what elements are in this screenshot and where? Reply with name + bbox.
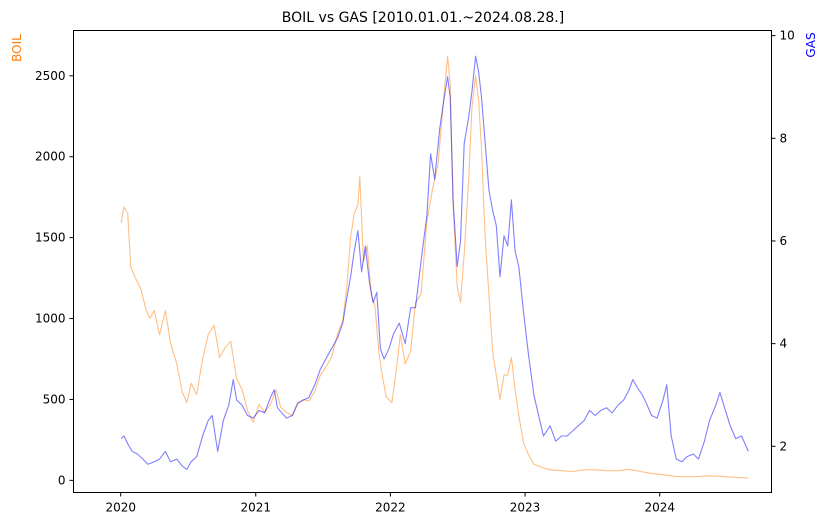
left-y-tick-label: 2500 <box>35 69 66 83</box>
chart-title: BOIL vs GAS [2010.01.01.~2024.08.28.] <box>282 10 564 26</box>
right-y-tick-label: 8 <box>780 131 788 145</box>
plot-frame <box>73 30 772 493</box>
right-y-tick-label: 2 <box>780 439 788 453</box>
right-y-tick-label: 10 <box>780 29 795 43</box>
gas-series-line <box>120 55 749 470</box>
right-y-tick-label: 6 <box>780 234 788 248</box>
left-y-tick-label: 2000 <box>35 150 66 164</box>
left-y-tick-label: 500 <box>43 392 66 406</box>
boil-series-line <box>120 55 749 479</box>
left-y-tick-label: 1000 <box>35 312 66 326</box>
left-y-tick-label: 1500 <box>35 231 66 245</box>
left-axis-title: BOIL <box>10 34 24 62</box>
x-tick-label: 2022 <box>375 501 406 515</box>
plot-area <box>120 55 749 479</box>
right-axis-title: GAS <box>804 32 818 57</box>
left-y-tick-label: 0 <box>58 473 66 487</box>
axes: 2020 2021 2022 2023 2024 0 500 1000 1500 2000 2500… <box>35 29 795 515</box>
x-tick-label: 2023 <box>510 501 541 515</box>
x-tick-label: 2020 <box>105 501 136 515</box>
x-tick-label: 2021 <box>240 501 271 515</box>
x-tick-label: 2024 <box>644 501 675 515</box>
right-y-tick-label: 4 <box>780 337 788 351</box>
